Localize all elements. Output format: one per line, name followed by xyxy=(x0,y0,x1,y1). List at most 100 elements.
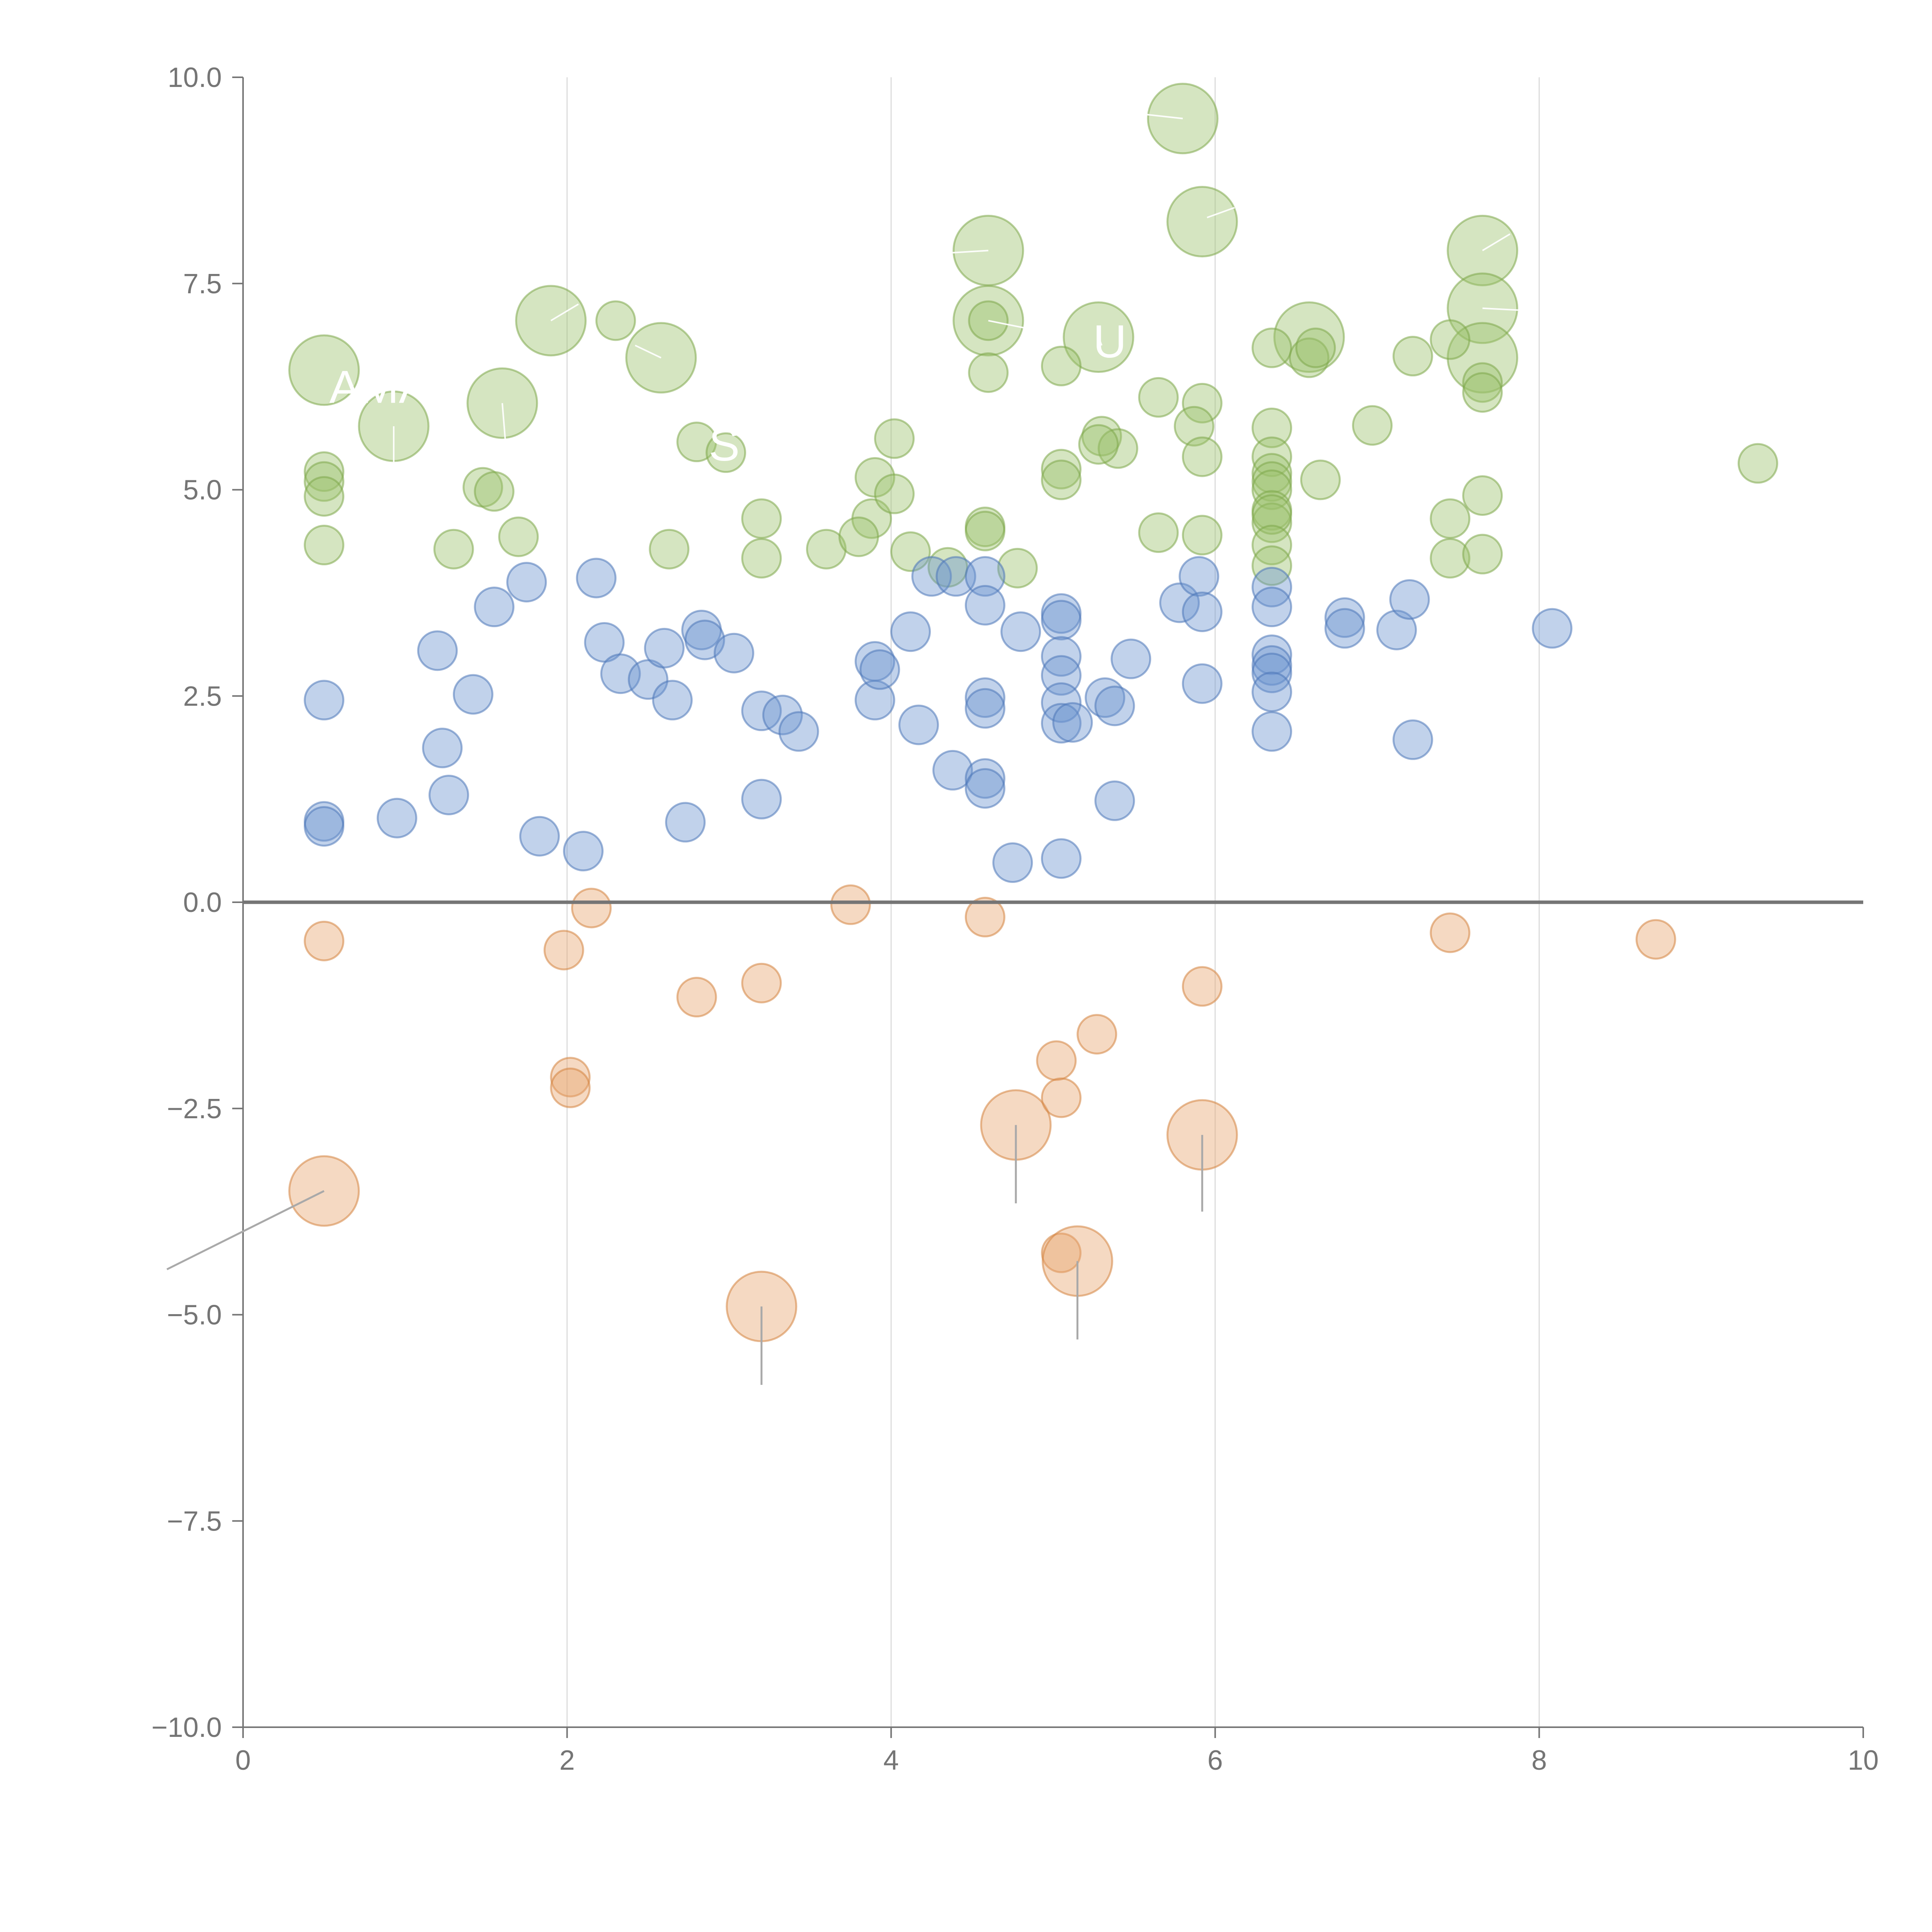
point-orange xyxy=(1041,1232,1082,1273)
point-orange xyxy=(741,963,782,1003)
point-green xyxy=(1252,436,1293,477)
point-blue xyxy=(1324,597,1365,638)
point-label: U xyxy=(1093,316,1127,367)
point-green xyxy=(1182,383,1223,423)
point-green xyxy=(1166,186,1238,258)
point-orange xyxy=(830,884,871,925)
leader-line xyxy=(947,250,988,254)
point-green xyxy=(1252,327,1293,368)
point-green xyxy=(838,516,879,557)
point-labels: AMAZ S U xyxy=(329,316,1126,471)
point-green xyxy=(595,300,636,341)
y-tick-label: 10.0 xyxy=(168,62,222,93)
point-green xyxy=(874,418,915,459)
point-green xyxy=(304,476,345,517)
point-blue xyxy=(762,694,803,735)
point-blue xyxy=(964,585,1005,626)
y-tick-label: 2.5 xyxy=(183,681,222,712)
point-green xyxy=(1182,515,1223,556)
x-tick-label: 2 xyxy=(560,1745,575,1776)
point-blue xyxy=(474,587,515,628)
point-green xyxy=(1252,494,1293,535)
x-tick-label: 6 xyxy=(1208,1745,1223,1776)
y-tick-label: −7.5 xyxy=(167,1506,222,1537)
point-green xyxy=(1252,453,1293,494)
point-label: AMAZ xyxy=(329,361,458,413)
y-tick-label: 7.5 xyxy=(183,269,222,299)
point-blue xyxy=(911,556,952,597)
point-green xyxy=(1182,436,1223,477)
point-orange xyxy=(1036,1040,1077,1081)
point-green xyxy=(1430,538,1471,579)
point-blue xyxy=(964,688,1005,729)
point-green xyxy=(741,498,782,539)
point-blue xyxy=(964,758,1005,799)
point-green xyxy=(1252,469,1293,510)
point-blue xyxy=(452,674,493,715)
leader-line xyxy=(988,320,1042,332)
point-blue xyxy=(576,558,617,599)
point-blue xyxy=(1182,591,1223,632)
leader-line xyxy=(1098,337,1103,346)
point-blue xyxy=(652,680,693,721)
point-blue xyxy=(1182,663,1223,704)
point-blue xyxy=(519,816,560,857)
point-green xyxy=(1252,407,1293,448)
leader-line xyxy=(166,1190,325,1270)
point-blue xyxy=(992,842,1033,883)
point-blue xyxy=(1324,608,1365,649)
point-green xyxy=(1173,406,1214,447)
point-green xyxy=(1392,336,1433,377)
point-blue xyxy=(1252,587,1293,628)
point-green xyxy=(474,471,515,512)
point-blue xyxy=(1376,609,1417,650)
data-points xyxy=(288,83,1778,1342)
x-tick-label: 8 xyxy=(1531,1745,1547,1776)
point-blue xyxy=(1252,634,1293,675)
point-green xyxy=(964,510,1005,551)
point-green xyxy=(1252,461,1293,502)
point-blue xyxy=(1389,579,1430,620)
point-orange xyxy=(1430,912,1471,953)
point-blue xyxy=(304,680,345,721)
point-green xyxy=(304,461,345,502)
point-blue xyxy=(1252,672,1293,713)
point-blue xyxy=(1111,638,1151,679)
point-green xyxy=(1041,459,1082,500)
point-blue xyxy=(1052,702,1093,743)
point-orange xyxy=(543,930,584,971)
point-blue xyxy=(964,768,1005,809)
x-tick-label: 10 xyxy=(1848,1745,1879,1776)
point-green xyxy=(806,529,847,570)
point-blue xyxy=(1179,556,1219,597)
leader-line xyxy=(1482,233,1510,252)
y-tick-label: 0.0 xyxy=(183,887,222,918)
point-green xyxy=(304,451,345,492)
point-blue xyxy=(563,831,604,872)
point-orange xyxy=(571,888,612,929)
point-green xyxy=(1462,534,1503,575)
point-blue xyxy=(964,677,1005,718)
ticks: 0 2 4 6 8 10 10.0 7.5 5.0 2.5 0.0 −2.5 −5.0 −7.5 −10.0 xyxy=(151,62,1879,1776)
point-blue xyxy=(935,556,976,597)
point-blue xyxy=(1392,719,1433,760)
point-green xyxy=(649,529,690,570)
point-green xyxy=(1737,443,1778,484)
point-green xyxy=(1295,327,1336,368)
point-orange xyxy=(1182,966,1223,1007)
leader-line xyxy=(1482,307,1531,312)
point-green xyxy=(968,352,1009,393)
point-green xyxy=(1252,525,1293,566)
leader-line xyxy=(1207,207,1235,218)
point-green xyxy=(498,516,539,557)
point-green xyxy=(1273,301,1345,373)
y-tick-label: 5.0 xyxy=(183,475,222,506)
point-blue xyxy=(1041,838,1082,879)
point-green xyxy=(1462,475,1503,516)
point-orange xyxy=(550,1067,591,1108)
point-green xyxy=(288,334,360,406)
point-blue xyxy=(741,779,782,820)
point-blue xyxy=(376,798,417,838)
point-green xyxy=(1300,459,1341,500)
